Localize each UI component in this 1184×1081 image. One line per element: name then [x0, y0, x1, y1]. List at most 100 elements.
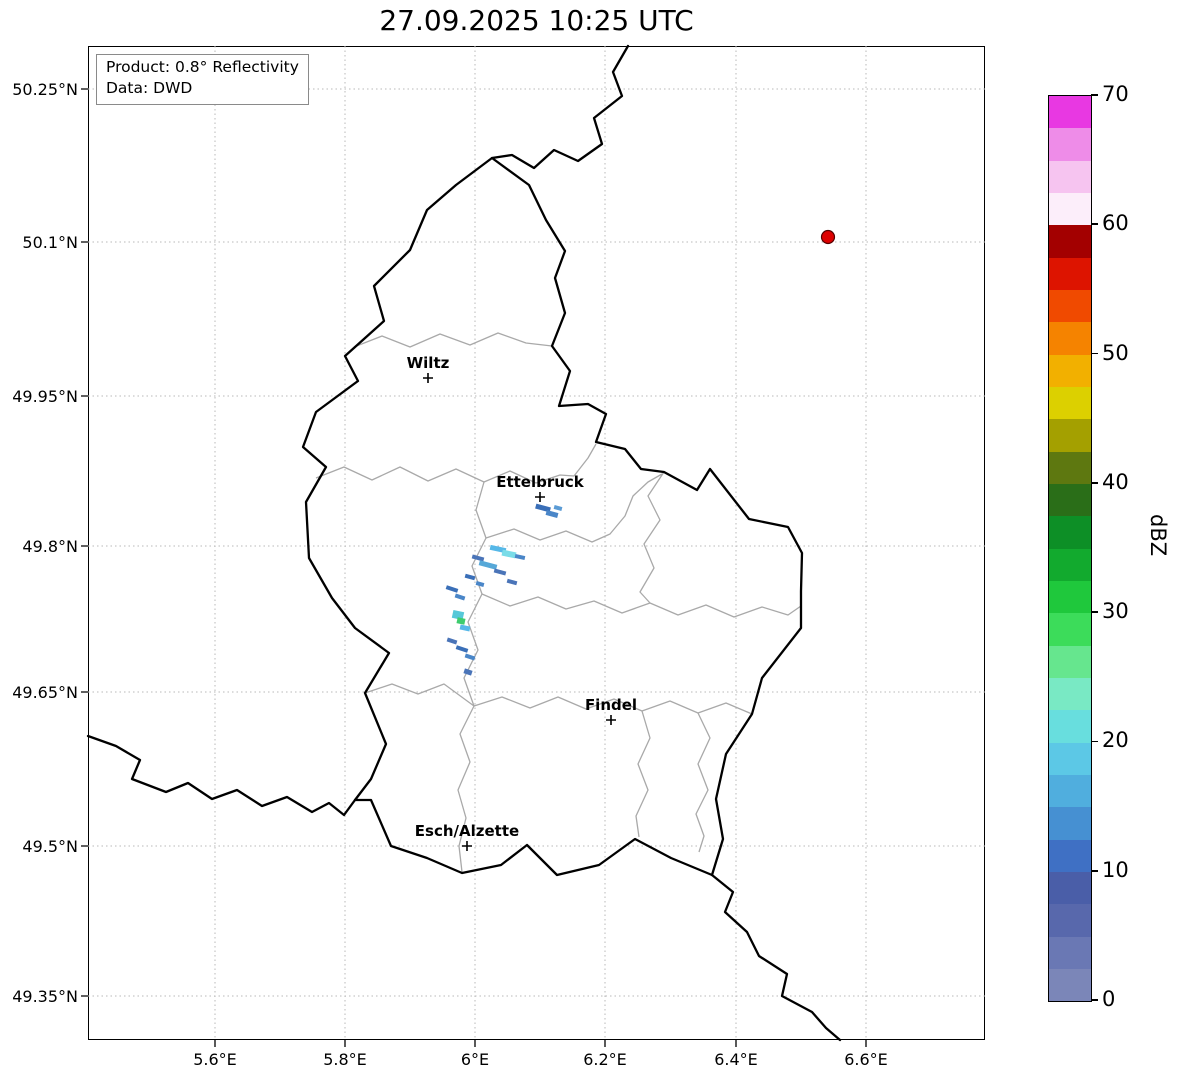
- colorbar-segment: [1049, 710, 1091, 743]
- lon-tick-label: 5.6°E: [193, 1050, 237, 1069]
- lon-tick-label: 6.2°E: [583, 1050, 627, 1069]
- lat-tick-label: 50.25°N: [12, 80, 78, 99]
- colorbar-tick-label: 0: [1102, 987, 1116, 1011]
- colorbar-segment: [1049, 677, 1091, 711]
- colorbar-segment: [1049, 160, 1091, 193]
- radar-echo: [445, 585, 459, 593]
- product-info-box: Product: 0.8° Reflectivity Data: DWD: [96, 54, 309, 105]
- lon-tick-label: 6°E: [461, 1050, 489, 1069]
- radar-echoes: [445, 503, 563, 676]
- data-source-line: Data: DWD: [106, 79, 193, 98]
- radar-echo: [463, 668, 473, 676]
- lat-tick-label: 49.95°N: [12, 387, 78, 406]
- district-border-line: [457, 481, 487, 873]
- colorbar-segment: [1049, 257, 1091, 290]
- colorbar-segment: [1049, 548, 1091, 581]
- radar-echo: [451, 609, 465, 621]
- radar-echo: [456, 617, 466, 625]
- graticule-gridlines: [88, 46, 985, 1040]
- colorbar-segment: [1049, 904, 1091, 937]
- luxembourg-border: [301, 156, 804, 877]
- colorbar-segment: [1049, 807, 1091, 840]
- radar-echo: [553, 505, 563, 511]
- map-plot-area: 50.25°N 50.1°N 49.95°N 49.8°N 49.65°N 49…: [12, 44, 985, 1069]
- colorbar-segment: [1049, 354, 1091, 387]
- city-marker-wiltz: Wiltz: [407, 354, 450, 383]
- city-marker-findel: Findel: [585, 696, 637, 725]
- france-belgium-border: [86, 734, 357, 817]
- colorbar-segment: [1049, 871, 1091, 905]
- city-cross-icon: [606, 715, 616, 725]
- radar-echo: [464, 573, 476, 581]
- radar-echo: [459, 624, 471, 632]
- city-marker-esch-alzette: Esch/Alzette: [415, 822, 519, 851]
- colorbar-segment: [1049, 96, 1091, 129]
- colorbar-tick-label: 20: [1102, 728, 1129, 753]
- colorbar-tick-mark: [1091, 94, 1098, 96]
- radar-echo: [514, 554, 526, 560]
- colorbar-segment: [1049, 968, 1091, 1002]
- lat-tick-label: 49.8°N: [22, 537, 78, 556]
- colorbar-segment: [1049, 839, 1091, 872]
- colorbar-segment: [1049, 936, 1091, 969]
- map-canvas: 50.25°N 50.1°N 49.95°N 49.8°N 49.65°N 49…: [12, 44, 985, 1069]
- france-germany-border: [710, 873, 842, 1042]
- radar-site-marker: [820, 229, 836, 245]
- colorbar-gradient: [1049, 96, 1091, 1002]
- radar-echo: [446, 637, 458, 645]
- colorbar-segment: [1049, 419, 1091, 452]
- colorbar-segment: [1049, 451, 1091, 484]
- colorbar-tick-mark: [1091, 999, 1098, 1001]
- colorbar-segment: [1049, 613, 1091, 646]
- colorbar-axis-label: dBZ: [1146, 514, 1170, 557]
- colorbar-segment: [1049, 580, 1091, 614]
- radar-echo: [501, 549, 517, 559]
- colorbar-tick-mark: [1091, 352, 1098, 355]
- district-border-line: [695, 712, 711, 853]
- district-border-line: [364, 683, 475, 707]
- product-info-line: Product: 0.8° Reflectivity: [106, 58, 299, 76]
- city-cross-icon: [462, 841, 472, 851]
- radar-echo: [506, 578, 518, 586]
- colorbar-segment: [1049, 742, 1091, 775]
- radar-echo: [471, 554, 485, 562]
- city-cross-icon: [535, 492, 545, 502]
- radar-echo: [464, 653, 476, 661]
- colorbar-segment: [1049, 645, 1091, 678]
- colorbar-tick-label: 40: [1102, 469, 1129, 494]
- colorbar-tick-label: 10: [1102, 857, 1129, 882]
- page-title: 27.09.2025 10:25 UTC: [379, 4, 694, 37]
- lon-tick-label: 5.8°E: [323, 1050, 367, 1069]
- lat-tick-label: 50.1°N: [22, 233, 78, 252]
- colorbar-tick-label: 60: [1102, 211, 1129, 236]
- lat-tick-label: 49.35°N: [12, 987, 78, 1006]
- radar-echo: [455, 645, 469, 653]
- district-border-line: [485, 473, 663, 543]
- colorbar-segment: [1049, 289, 1091, 323]
- radar-echo: [489, 544, 507, 554]
- city-label: Esch/Alzette: [415, 822, 519, 840]
- colorbar-tick-label: 50: [1102, 340, 1129, 365]
- axis-tick-labels: 50.25°N 50.1°N 49.95°N 49.8°N 49.65°N 49…: [12, 80, 888, 1069]
- colorbar-segment: [1049, 774, 1091, 808]
- city-cross-icon: [423, 373, 433, 383]
- colorbar-segment: [1049, 516, 1091, 549]
- colorbar-segment: [1049, 322, 1091, 355]
- radar-echo: [454, 593, 466, 601]
- lat-tick-label: 49.5°N: [22, 837, 78, 856]
- belgium-germany-border: [490, 44, 630, 170]
- city-label: Wiltz: [407, 354, 450, 372]
- lon-tick-label: 6.4°E: [714, 1050, 758, 1069]
- country-borders: [86, 44, 842, 1042]
- city-label: Ettelbruck: [496, 473, 585, 491]
- lon-tick-label: 6.6°E: [844, 1050, 888, 1069]
- radar-echo: [493, 568, 507, 576]
- colorbar-tick-mark: [1091, 611, 1098, 613]
- city-marker-ettelbruck: Ettelbruck: [496, 473, 585, 502]
- colorbar-segment: [1049, 128, 1091, 161]
- colorbar-tick-mark: [1091, 740, 1098, 743]
- colorbar: [1048, 95, 1092, 1002]
- colorbar-tick-mark: [1091, 482, 1098, 484]
- axis-tick-marks: [81, 88, 867, 1047]
